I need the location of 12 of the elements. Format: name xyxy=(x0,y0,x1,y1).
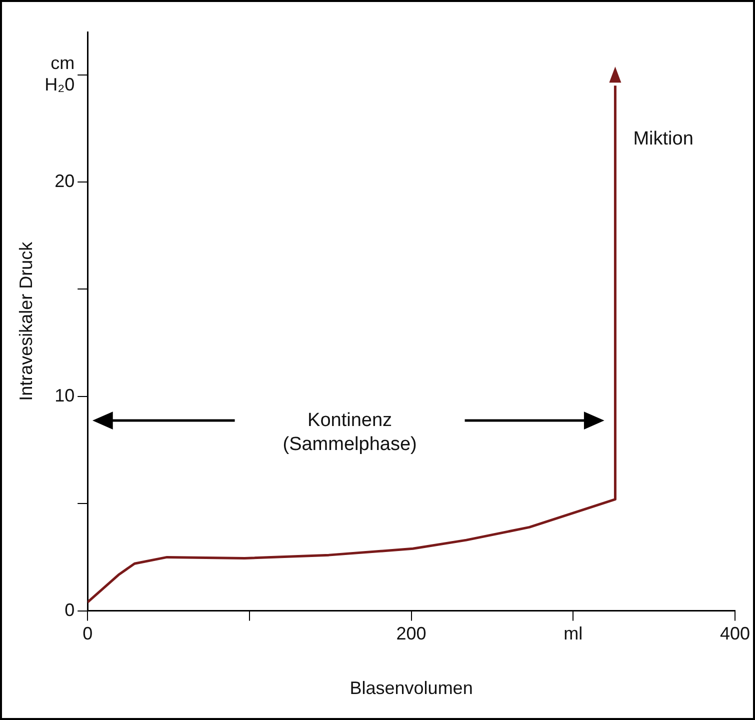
y-tick-label: cm H₂0 xyxy=(44,53,75,95)
x-tick-label: 400 xyxy=(720,624,750,644)
x-tick-label: ml xyxy=(564,624,583,644)
x-tick-label: 0 xyxy=(82,624,93,644)
y-tick-label: 20 xyxy=(54,171,75,192)
y-axis-title: Intravesikaler Druck xyxy=(16,240,36,401)
annotation: Miktion xyxy=(633,128,694,150)
annotation: Kontinenz (Sammelphase) xyxy=(282,410,417,455)
y-tick-label: 0 xyxy=(64,600,75,620)
y-tick-label: 10 xyxy=(54,385,75,406)
x-tick-label: 200 xyxy=(396,624,426,644)
x-axis-title: Blasenvolumen xyxy=(350,678,473,698)
